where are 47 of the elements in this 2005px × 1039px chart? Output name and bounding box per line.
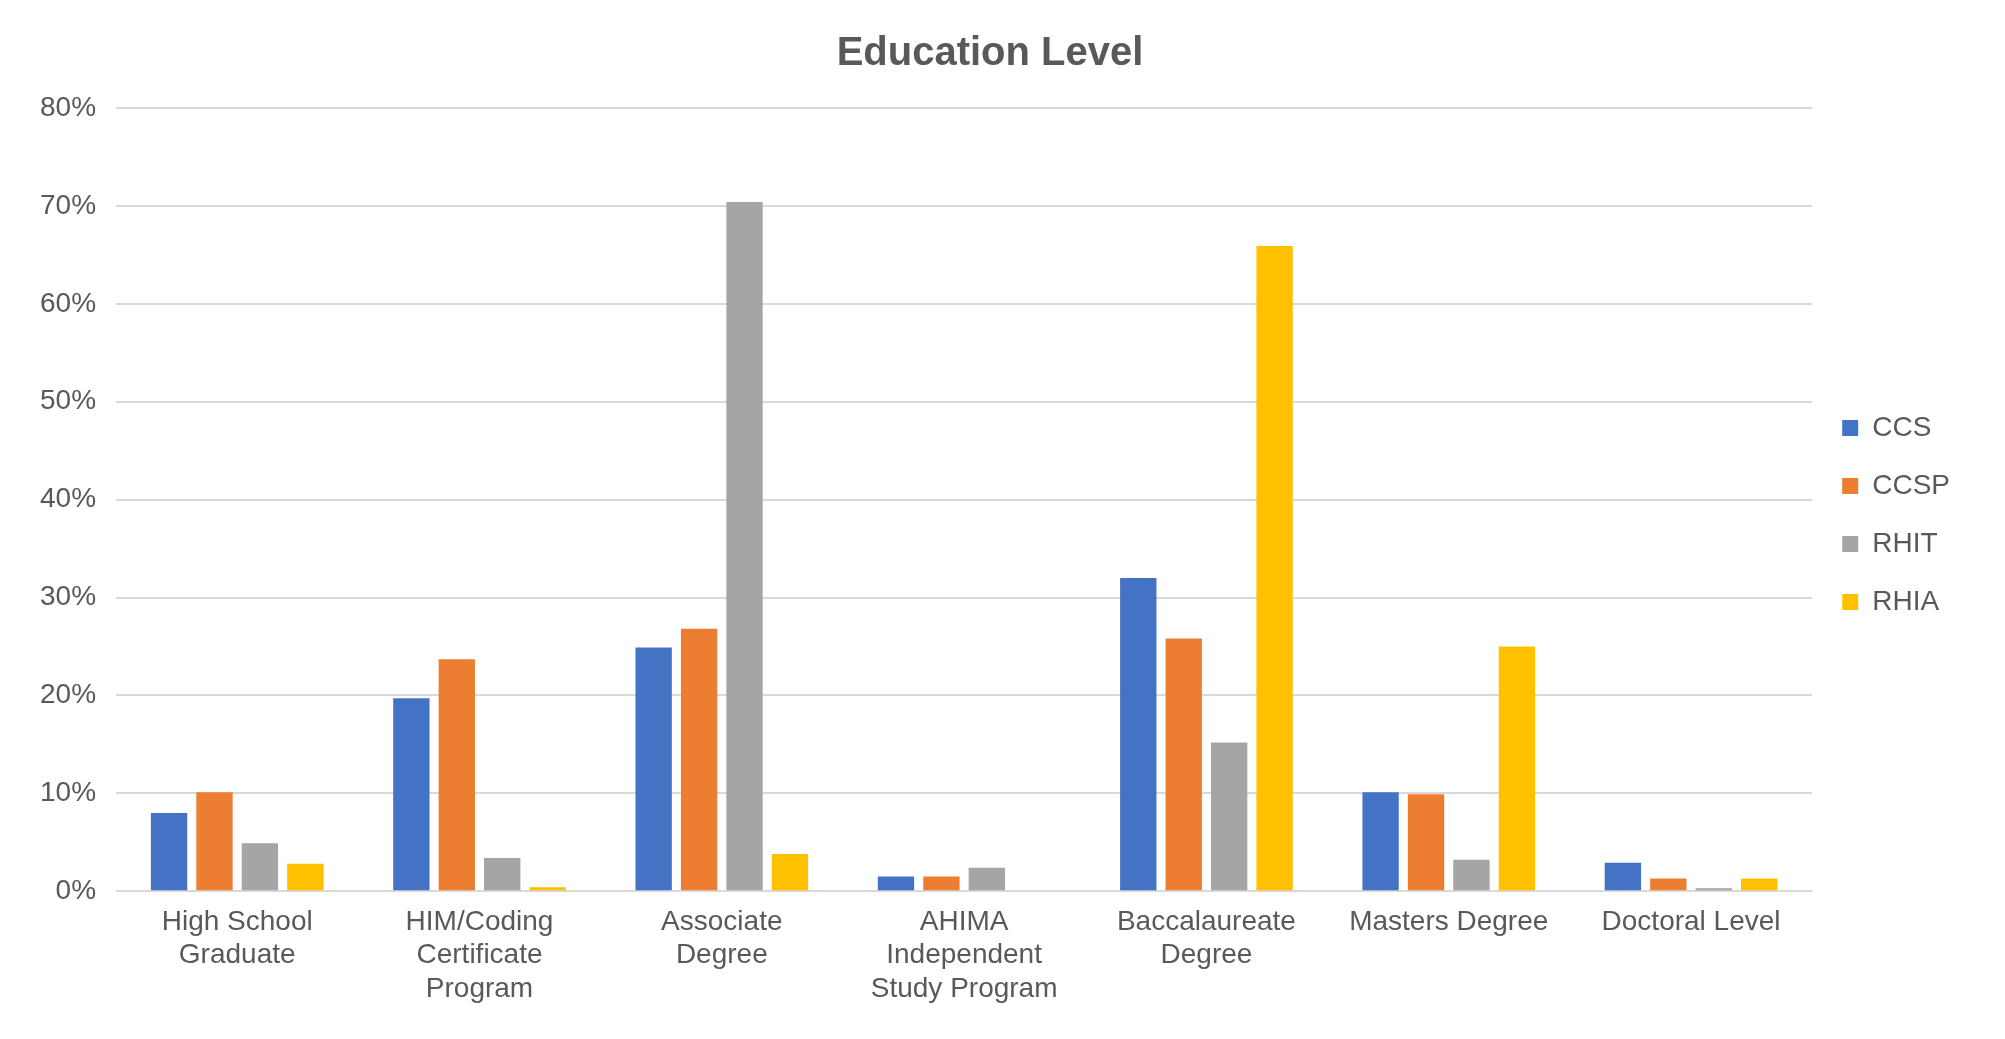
chart-title: Education Level: [836, 29, 1144, 74]
bar: [241, 843, 279, 891]
bar: [438, 659, 475, 891]
bar: [726, 201, 763, 891]
y-tick-label: 70%: [39, 188, 97, 220]
x-tick-label: HIM/Coding Certificate Program: [405, 904, 554, 1003]
bar: [1120, 577, 1157, 891]
y-tick-label: 50%: [39, 384, 97, 416]
bar: [635, 647, 672, 891]
legend-label: CCS: [1872, 410, 1932, 442]
y-tick-label: 20%: [39, 678, 97, 710]
bar: [1362, 792, 1399, 891]
x-tick-label: Doctoral Level: [1601, 904, 1781, 936]
bar: [1498, 646, 1536, 891]
bar: [1453, 859, 1490, 891]
y-tick-label: 10%: [39, 776, 97, 808]
y-tick-label: 80%: [39, 90, 97, 122]
legend-label: RHIT: [1872, 526, 1938, 558]
bar: [1650, 878, 1687, 891]
x-tick-label: Baccalaureate Degree: [1116, 904, 1296, 970]
bar: [1210, 742, 1248, 891]
bar: [1407, 794, 1445, 891]
legend-label: CCSP: [1872, 468, 1950, 500]
bar: [923, 876, 960, 891]
y-tick-label: 60%: [39, 286, 97, 318]
y-tick-label: 40%: [39, 482, 97, 514]
bar: [1741, 878, 1778, 891]
y-tick-label: 0%: [55, 873, 97, 905]
bar: [1256, 246, 1293, 891]
x-tick-label: Masters Degree: [1349, 904, 1549, 936]
bar: [680, 628, 718, 891]
bar: [287, 863, 324, 891]
x-tick-label: AHIMA Independent Study Program: [870, 904, 1058, 1003]
bar: [393, 698, 430, 891]
bar: [771, 854, 809, 891]
bar: [484, 857, 521, 891]
bar: [529, 887, 566, 891]
bar: [968, 867, 1006, 891]
bar: [877, 876, 915, 891]
y-tick-label: 30%: [39, 580, 97, 612]
bar: [196, 792, 233, 891]
bar: [1604, 862, 1642, 891]
legend-label: RHIA: [1872, 584, 1940, 616]
x-tick-label: Associate Degree: [661, 904, 783, 970]
bar: [150, 812, 188, 891]
bar: [1165, 638, 1202, 891]
x-tick-label: High School Graduate: [161, 904, 313, 970]
